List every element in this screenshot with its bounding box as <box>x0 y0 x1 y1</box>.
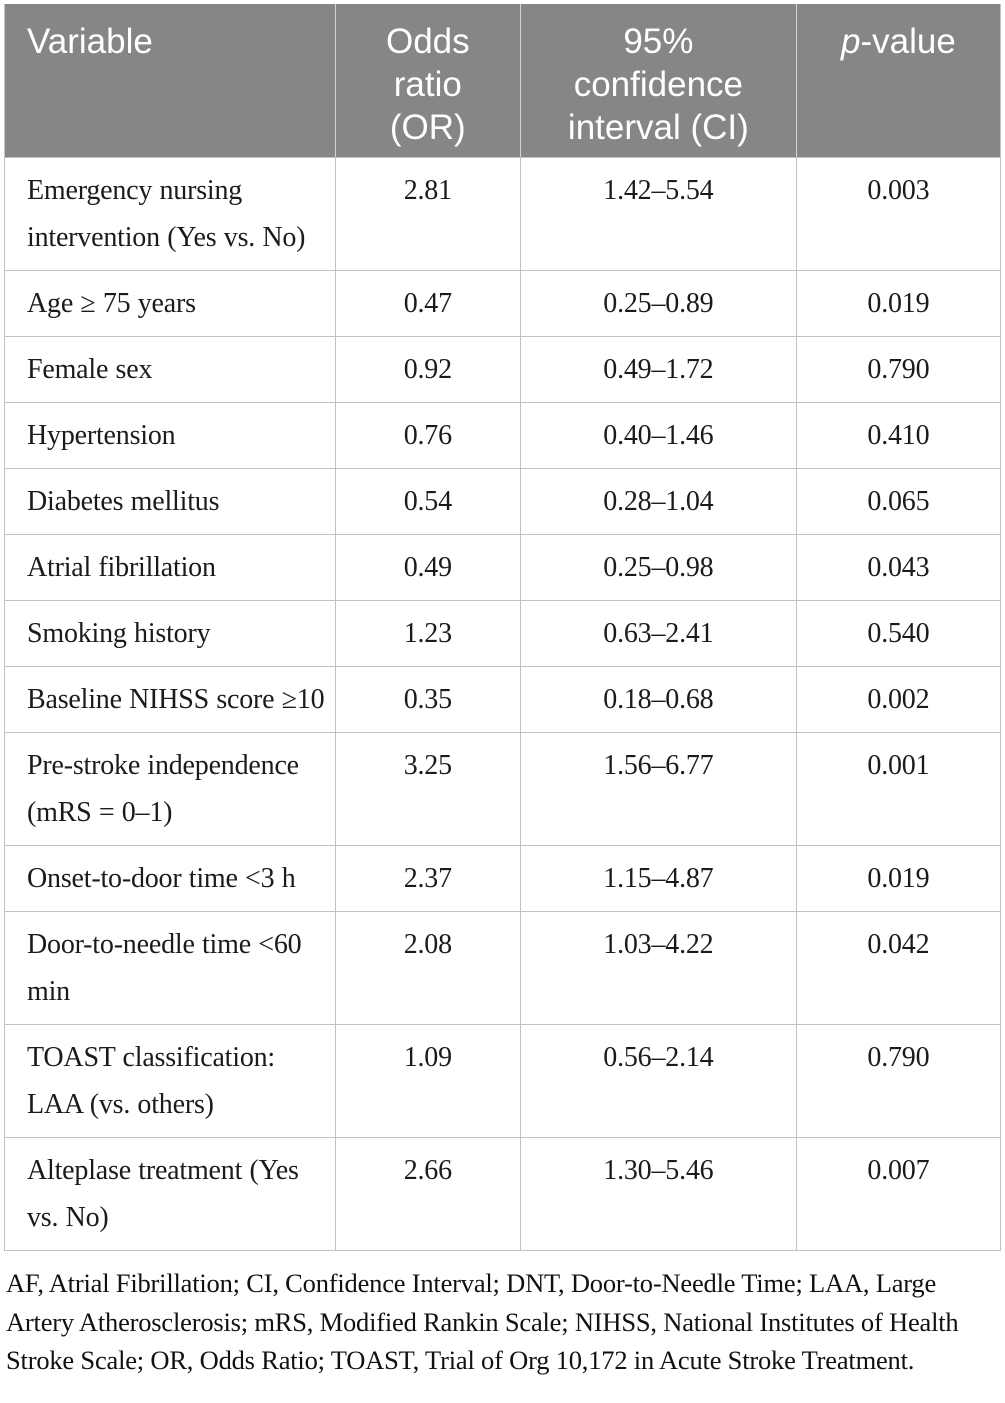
table-body: Emergency nursing intervention (Yes vs. … <box>4 157 1001 1251</box>
p-value-cell: 0.790 <box>796 336 1001 403</box>
p-value-cell: 0.003 <box>796 157 1001 271</box>
odds-ratio-cell: 3.25 <box>335 732 521 846</box>
variable-cell: Hypertension <box>4 402 336 469</box>
p-value-cell: 0.790 <box>796 1024 1001 1138</box>
confidence-interval-cell: 0.28–1.04 <box>520 468 797 535</box>
odds-ratio-cell: 2.81 <box>335 157 521 271</box>
p-value-cell: 0.002 <box>796 666 1001 733</box>
variable-cell: Onset-to-door time <3 h <box>4 845 336 912</box>
abbreviations-footnote: AF, Atrial Fibrillation; CI, Confidence … <box>6 1268 959 1375</box>
odds-ratio-cell: 0.92 <box>335 336 521 403</box>
table-row: Hypertension 0.76 0.40–1.46 0.410 <box>4 402 1001 469</box>
odds-ratio-cell: 0.54 <box>335 468 521 535</box>
p-value-cell: 0.410 <box>796 402 1001 469</box>
confidence-interval-cell: 1.56–6.77 <box>520 732 797 846</box>
odds-ratio-cell: 0.47 <box>335 270 521 337</box>
variable-cell: Emergency nursing intervention (Yes vs. … <box>4 157 336 271</box>
table-row: Emergency nursing intervention (Yes vs. … <box>4 157 1001 271</box>
column-header-odds-ratio: Odds ratio (OR) <box>335 4 521 158</box>
odds-ratio-cell: 0.35 <box>335 666 521 733</box>
variable-cell: Baseline NIHSS score ≥10 <box>4 666 336 733</box>
table-row: Onset-to-door time <3 h 2.37 1.15–4.87 0… <box>4 845 1001 912</box>
confidence-interval-cell: 0.25–0.89 <box>520 270 797 337</box>
p-symbol: p <box>841 22 861 61</box>
confidence-interval-cell: 0.56–2.14 <box>520 1024 797 1138</box>
odds-ratio-cell: 2.66 <box>335 1137 521 1251</box>
variable-cell: Atrial fibrillation <box>4 534 336 601</box>
variable-cell: Smoking history <box>4 600 336 667</box>
odds-ratio-cell: 2.37 <box>335 845 521 912</box>
table-row: Age ≥ 75 years 0.47 0.25–0.89 0.019 <box>4 270 1001 337</box>
confidence-interval-cell: 1.42–5.54 <box>520 157 797 271</box>
odds-ratio-cell: 2.08 <box>335 911 521 1025</box>
table-row: Door-to-needle time <60 min 2.08 1.03–4.… <box>4 911 1001 1025</box>
variable-cell: Female sex <box>4 336 336 403</box>
p-value-cell: 0.007 <box>796 1137 1001 1251</box>
confidence-interval-cell: 0.63–2.41 <box>520 600 797 667</box>
table-row: Pre-stroke independence (mRS = 0–1) 3.25… <box>4 732 1001 846</box>
confidence-interval-cell: 0.40–1.46 <box>520 402 797 469</box>
odds-ratio-cell: 1.09 <box>335 1024 521 1138</box>
p-value-cell: 0.019 <box>796 845 1001 912</box>
table-row: Diabetes mellitus 0.54 0.28–1.04 0.065 <box>4 468 1001 535</box>
p-value-cell: 0.065 <box>796 468 1001 535</box>
confidence-interval-cell: 0.25–0.98 <box>520 534 797 601</box>
confidence-interval-cell: 0.49–1.72 <box>520 336 797 403</box>
column-header-p-value: p-value <box>796 4 1001 158</box>
variable-cell: Age ≥ 75 years <box>4 270 336 337</box>
p-suffix: -value <box>860 22 956 61</box>
p-value-cell: 0.540 <box>796 600 1001 667</box>
confidence-interval-cell: 1.03–4.22 <box>520 911 797 1025</box>
confidence-interval-cell: 0.18–0.68 <box>520 666 797 733</box>
results-table: Variable Odds ratio (OR) 95% confidence … <box>4 4 1001 1251</box>
table-row: Alteplase treatment (Yes vs. No) 2.66 1.… <box>4 1137 1001 1251</box>
table-header: Variable Odds ratio (OR) 95% confidence … <box>4 4 1001 158</box>
p-value-cell: 0.043 <box>796 534 1001 601</box>
p-value-cell: 0.001 <box>796 732 1001 846</box>
odds-ratio-cell: 1.23 <box>335 600 521 667</box>
odds-ratio-cell: 0.76 <box>335 402 521 469</box>
table-row: Baseline NIHSS score ≥10 0.35 0.18–0.68 … <box>4 666 1001 733</box>
table-row: Smoking history 1.23 0.63–2.41 0.540 <box>4 600 1001 667</box>
variable-cell: TOAST classification: LAA (vs. others) <box>4 1024 336 1138</box>
p-value-cell: 0.019 <box>796 270 1001 337</box>
table-row: Atrial fibrillation 0.49 0.25–0.98 0.043 <box>4 534 1001 601</box>
column-header-variable: Variable <box>4 4 336 158</box>
table-row: Female sex 0.92 0.49–1.72 0.790 <box>4 336 1001 403</box>
variable-cell: Pre-stroke independence (mRS = 0–1) <box>4 732 336 846</box>
confidence-interval-cell: 1.15–4.87 <box>520 845 797 912</box>
variable-cell: Diabetes mellitus <box>4 468 336 535</box>
header-row: Variable Odds ratio (OR) 95% confidence … <box>4 4 1001 158</box>
p-value-cell: 0.042 <box>796 911 1001 1025</box>
column-header-confidence-interval: 95% confidence interval (CI) <box>520 4 797 158</box>
confidence-interval-cell: 1.30–5.46 <box>520 1137 797 1251</box>
variable-cell: Door-to-needle time <60 min <box>4 911 336 1025</box>
table-row: TOAST classification: LAA (vs. others) 1… <box>4 1024 1001 1138</box>
variable-cell: Alteplase treatment (Yes vs. No) <box>4 1137 336 1251</box>
odds-ratio-cell: 0.49 <box>335 534 521 601</box>
